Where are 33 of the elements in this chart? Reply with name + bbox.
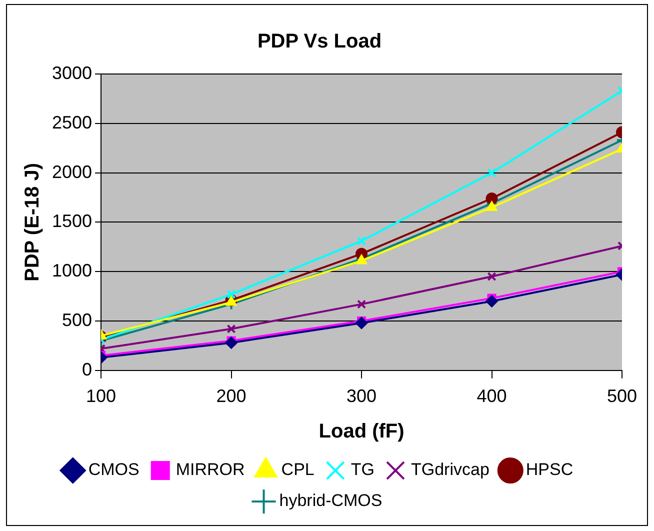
x-tick-label: 200 (216, 386, 246, 406)
legend-label: CMOS (88, 460, 140, 480)
legend-label: TG (350, 460, 374, 480)
x-tick-label: 400 (476, 386, 507, 406)
x-axis-title: Load (fF) (318, 420, 404, 443)
y-tick-label: 2000 (52, 162, 92, 182)
legend-label: TGdrivcap (410, 460, 490, 480)
x-tick-label: 300 (346, 386, 377, 406)
point (226, 324, 236, 334)
x-tick-label: 100 (86, 386, 116, 406)
x-tick-label: 500 (606, 386, 638, 406)
legend-label: CPL (281, 460, 314, 480)
point (486, 201, 498, 211)
point (356, 316, 368, 329)
y-tick-label: 3000 (52, 62, 92, 83)
point (225, 336, 238, 349)
legend-label: HPSC (526, 460, 574, 480)
point (356, 236, 366, 246)
point (487, 168, 496, 178)
legend-label: hybrid-CMOS (279, 491, 382, 510)
y-tick-label: 2500 (52, 112, 92, 132)
y-tick-label: 500 (62, 310, 92, 330)
point (486, 295, 498, 308)
chart-title: PDP Vs Load (257, 30, 382, 53)
point (356, 300, 366, 309)
y-tick-label: 0 (82, 359, 92, 380)
legend-label: MIRROR (176, 460, 245, 480)
point (486, 192, 498, 204)
y-axis-title: PDP (E-18 J) (22, 162, 44, 282)
y-tick-label: 1500 (52, 211, 92, 232)
y-tick-label: 1000 (52, 260, 92, 281)
point (487, 272, 496, 282)
point (226, 290, 236, 299)
